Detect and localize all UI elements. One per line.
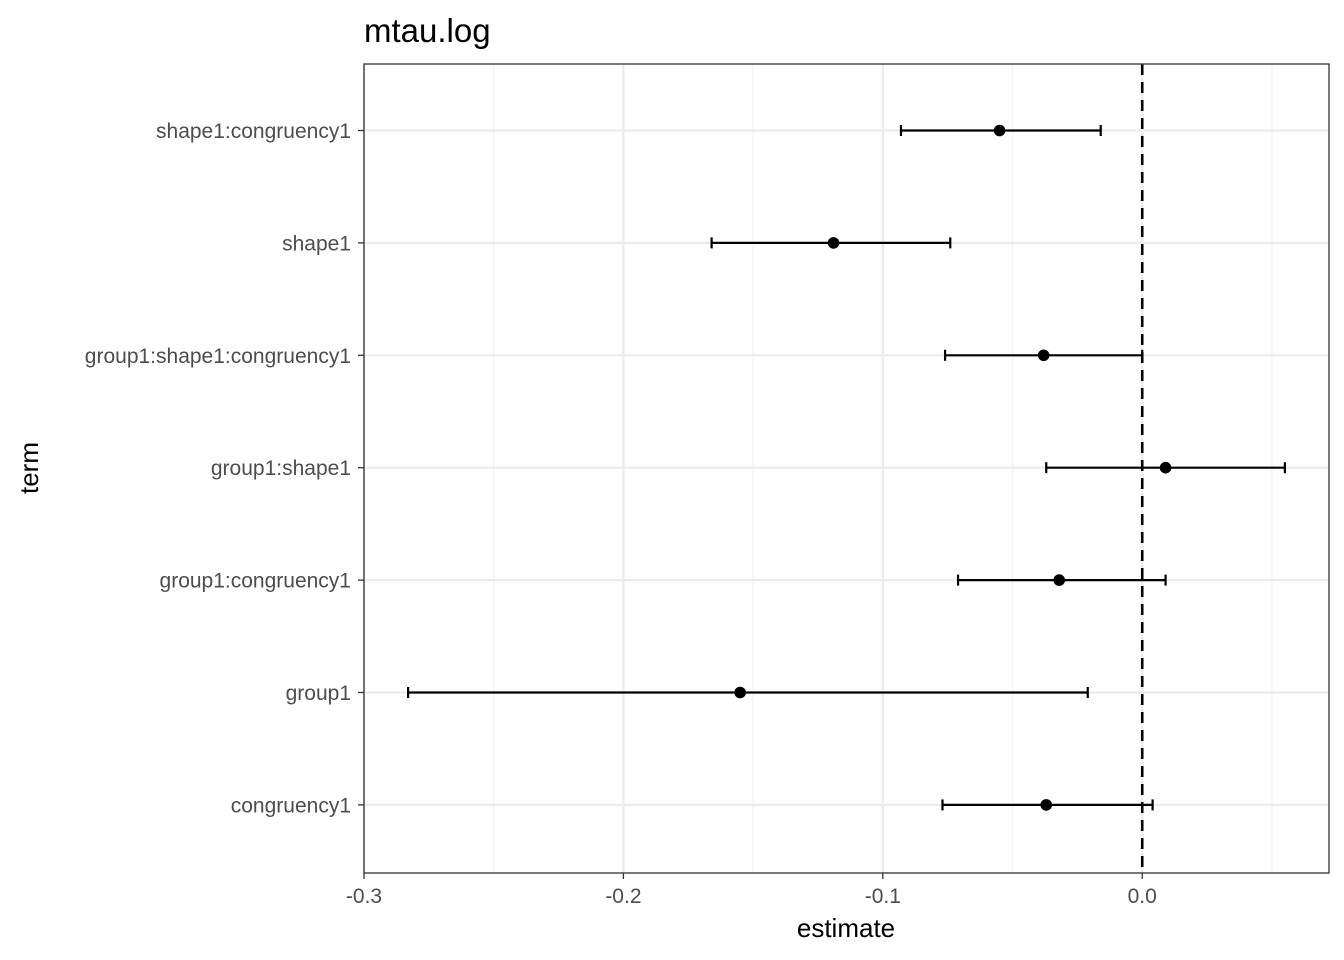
error-bar-group (956, 574, 1167, 586)
panel-border (363, 63, 1330, 874)
y-tick-label: group1:shape1:congruency1 (85, 345, 351, 368)
estimate-point (993, 124, 1006, 137)
y-tick-label: shape1 (282, 232, 351, 255)
estimate-point (734, 686, 746, 699)
x-tick-label: 0.0 (1128, 885, 1157, 908)
x-tick-label: -0.2 (605, 885, 641, 908)
estimate-point (1159, 461, 1172, 474)
error-bar-group (1045, 461, 1287, 474)
y-tick-label: shape1:congruency1 (156, 120, 351, 143)
y-tick-label: congruency1 (231, 794, 351, 817)
error-bar-group (941, 799, 1154, 811)
error-bar-group (899, 124, 1102, 137)
y-tick-label: group1:congruency1 (160, 570, 351, 593)
y-axis-title: term (14, 442, 44, 494)
error-bar-group (710, 237, 952, 249)
error-bar-group (943, 349, 1144, 362)
x-axis-title: estimate (797, 913, 895, 943)
marks-layer (406, 124, 1287, 811)
estimate-point (1040, 799, 1053, 811)
chart-title: mtau.log (364, 12, 491, 49)
x-ticks-layer: -0.3 -0.2 -0.1 0.0 (346, 873, 1157, 908)
x-tick-label: -0.1 (865, 885, 901, 908)
error-bar-group (406, 686, 1089, 699)
y-tick-label: group1 (286, 682, 351, 705)
estimate-point (827, 237, 840, 249)
estimate-point (1037, 349, 1050, 362)
y-ticks-layer: shape1:congruency1 shape1 group1:shape1:co… (85, 120, 364, 817)
x-tick-label: -0.3 (346, 885, 382, 908)
estimate-point (1053, 574, 1066, 586)
y-tick-label: group1:shape1 (211, 457, 351, 480)
